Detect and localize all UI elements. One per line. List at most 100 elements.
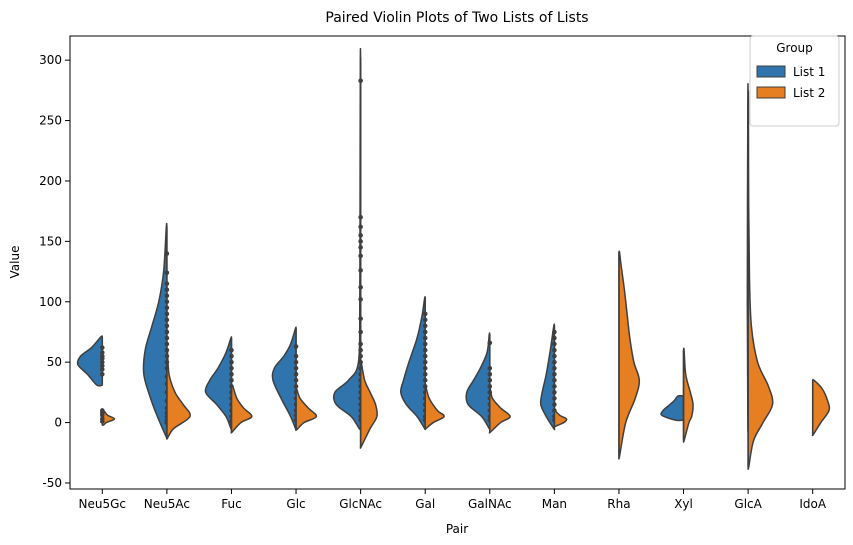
y-tick-label: -50 (42, 476, 62, 490)
violin-point (552, 396, 557, 401)
violin-point (487, 371, 493, 377)
x-tick-label: Neu5Gc (79, 497, 127, 511)
violin-point (164, 329, 170, 335)
violin-point (552, 402, 557, 407)
x-tick-label: GlcA (734, 497, 762, 511)
violin-list1-galnac (465, 332, 491, 431)
violin-point (552, 329, 557, 335)
violin-point (552, 377, 557, 383)
violin-point (552, 347, 557, 353)
violin-point (358, 233, 363, 238)
violin-list2-glc (295, 387, 318, 432)
violin-point (99, 353, 105, 359)
x-tick-label: Neu5Ac (144, 497, 190, 511)
violin-point (164, 281, 170, 286)
violin-point (358, 239, 363, 244)
violin-point (99, 345, 105, 350)
violin-point (229, 365, 234, 371)
violin-point (552, 365, 557, 371)
violin-list1-glc (271, 326, 297, 431)
chart-title: Paired Violin Plots of Two Lists of List… (325, 10, 588, 26)
violin-point (358, 268, 363, 273)
legend-label-1: List 1 (793, 65, 825, 79)
violin-point (422, 347, 428, 353)
violin-point (358, 316, 363, 321)
violin-point (229, 377, 234, 383)
y-tick-label: 200 (39, 174, 62, 188)
violin-point (229, 359, 234, 365)
violin-point (552, 359, 557, 365)
violin-point (293, 344, 299, 349)
violin-list2-fuc (230, 384, 253, 434)
violin-point (99, 363, 105, 369)
violin-point (552, 384, 557, 389)
axes-frame (69, 35, 846, 490)
violin-list1-gal (399, 296, 427, 431)
legend-label-2: List 2 (793, 86, 825, 100)
violin-point (422, 377, 428, 383)
x-tick-label: Gal (415, 497, 435, 511)
violin-point (358, 214, 363, 220)
violin-list2-neu5ac (166, 347, 191, 440)
y-tick-label: 250 (39, 114, 62, 128)
violin-list1-xyl (660, 394, 685, 422)
violin-point (422, 311, 428, 317)
violin-point (229, 353, 234, 359)
violin-point (422, 359, 428, 365)
violin-point (552, 390, 557, 395)
legend-title: Group (776, 41, 813, 55)
violin-point (293, 353, 299, 359)
y-tick-label: 100 (39, 295, 62, 309)
plot-area: -50 0 50 100 150 200 250 300 Neu5Gc Neu5Ac Fuc Glc G… (39, 35, 846, 511)
violin-point (164, 335, 170, 341)
y-tick-label: 150 (39, 234, 62, 248)
violin-point (422, 329, 428, 335)
violin-point (552, 341, 557, 347)
violin-point (358, 347, 363, 353)
violin-point (293, 365, 299, 371)
violin-point (487, 365, 493, 371)
violin-point (164, 305, 170, 311)
violin-list2-xyl (682, 347, 694, 443)
violin-point (164, 317, 170, 323)
x-tick-label: GalNAc (468, 497, 512, 511)
violin-list2-gal (424, 384, 445, 430)
violin-list2-idoa (811, 378, 831, 437)
legend-swatch-2 (756, 86, 786, 99)
violin-point (422, 341, 428, 347)
violin-point (229, 347, 234, 353)
x-tick-label: IdoA (799, 497, 826, 511)
violin-point (422, 365, 428, 371)
violin-point (99, 416, 105, 422)
violin-point (164, 293, 170, 299)
violin-point (422, 323, 428, 329)
violin-point (229, 371, 234, 377)
violin-point (358, 329, 363, 335)
violin-point (358, 253, 363, 259)
x-tick-label: Glc (286, 497, 305, 511)
violin-point (422, 371, 428, 377)
violin-point (164, 311, 170, 317)
violin-point (552, 371, 557, 377)
violin-point (164, 299, 170, 305)
violin-list2-man (553, 409, 568, 428)
violin-point (293, 371, 299, 377)
violin-point (99, 367, 105, 372)
violin-point (164, 323, 170, 329)
legend-swatch-1 (756, 65, 786, 78)
violin-point (552, 353, 557, 359)
violin-point (164, 287, 170, 292)
violin-point (358, 78, 363, 83)
x-tick-label: Fuc (221, 497, 241, 511)
violin-point (164, 251, 170, 256)
violin-list1-man (539, 323, 556, 431)
violin-point (358, 224, 363, 230)
violin-point (358, 284, 363, 290)
y-tick-label: 0 (54, 416, 62, 430)
violin-list2-galnac (488, 387, 511, 434)
violin-point (422, 335, 428, 341)
violin-list2-glca (747, 90, 774, 470)
violin-point (293, 377, 299, 383)
y-tick-label: 50 (47, 355, 62, 369)
violin-list1-fuc (204, 336, 233, 431)
